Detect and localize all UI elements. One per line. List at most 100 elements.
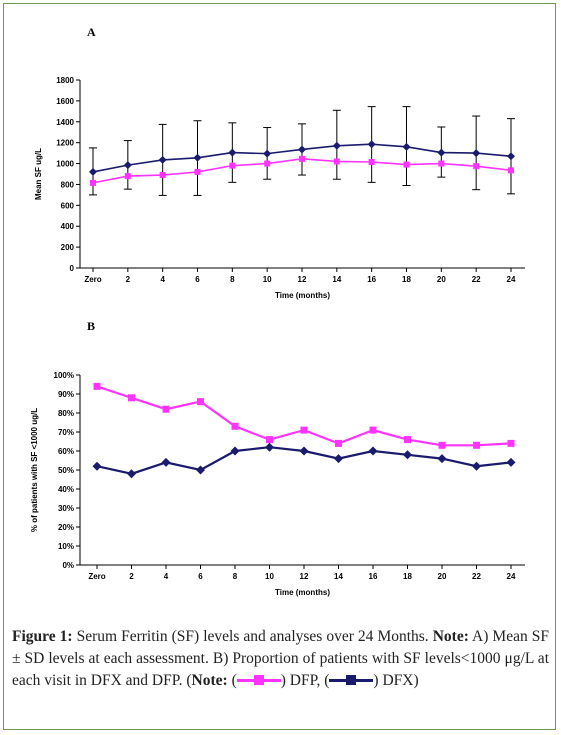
- caption-legend-dfp: ) DFP, (: [280, 672, 330, 689]
- y-tick-label: 100%: [54, 371, 74, 380]
- data-point-dfx: [367, 140, 376, 149]
- y-tick-label: 800: [61, 180, 75, 189]
- x-tick-label: Zero: [88, 572, 105, 581]
- data-point-dfx: [161, 457, 171, 467]
- y-tick-label: 200: [61, 243, 75, 252]
- x-tick-label: 4: [164, 572, 169, 581]
- legend-dfp-swatch: [236, 674, 281, 686]
- x-tick-label: 24: [507, 572, 516, 581]
- data-point-dfp: [197, 398, 204, 406]
- legend-dfx-swatch: [329, 674, 374, 686]
- data-point-dfp: [404, 436, 411, 444]
- y-tick-label: 1200: [56, 139, 74, 148]
- data-point-dfp: [300, 426, 308, 434]
- data-point-dfx: [507, 152, 515, 161]
- y-tick-label: 10%: [58, 542, 74, 551]
- data-point-dfp: [231, 422, 239, 430]
- data-point-dfp: [333, 158, 340, 165]
- data-point-dfp: [159, 172, 166, 179]
- legend-dfx-marker: [346, 675, 357, 685]
- x-axis-label: Time (months): [275, 588, 330, 597]
- data-point-dfp: [508, 167, 514, 174]
- panel-label-a: A: [87, 25, 96, 39]
- figure-frame: [3, 3, 556, 730]
- y-tick-label: 1600: [56, 97, 74, 106]
- data-point-dfp: [90, 179, 96, 186]
- x-tick-label: 20: [438, 572, 447, 581]
- x-tick-label: 12: [300, 572, 309, 581]
- data-point-dfp: [194, 168, 201, 175]
- y-tick-label: 80%: [58, 409, 74, 418]
- data-point-dfx: [437, 148, 446, 157]
- data-point-dfp: [473, 441, 480, 449]
- data-point-dfp: [438, 441, 446, 449]
- data-point-dfp: [266, 436, 273, 444]
- data-point-dfp: [264, 160, 271, 167]
- x-tick-label: 8: [230, 275, 235, 284]
- x-tick-label: 6: [195, 275, 200, 284]
- x-tick-label: 14: [334, 572, 343, 581]
- data-point-dfx: [92, 461, 102, 471]
- data-point-dfx: [89, 167, 97, 176]
- caption-figure-label: Figure 1:: [12, 628, 73, 645]
- x-tick-label: 16: [369, 572, 378, 581]
- y-tick-label: 60%: [58, 447, 74, 456]
- data-point-dfp: [299, 155, 305, 162]
- x-tick-label: 14: [332, 275, 341, 284]
- data-point-dfp: [229, 162, 236, 169]
- y-tick-label: 1000: [56, 160, 74, 169]
- data-point-dfx: [403, 450, 412, 460]
- y-tick-label: 0%: [62, 561, 74, 570]
- data-point-dfx: [368, 446, 378, 456]
- x-tick-label: 24: [507, 275, 516, 284]
- x-tick-label: 22: [472, 572, 481, 581]
- figure-charts: A 0 200 400 600 800 1000 1200 1400 1600 1800 Zero 2…: [30, 25, 525, 597]
- y-tick-label: 40%: [58, 485, 74, 494]
- series-line-dfp: [96, 385, 512, 447]
- y-tick-label: 600: [61, 201, 75, 210]
- caption-note-label: Note:: [432, 628, 469, 645]
- data-point-dfp: [128, 394, 135, 402]
- data-point-dfp: [473, 163, 480, 170]
- caption-legend-dfx: ) DFX): [373, 672, 419, 689]
- chart-b: 0%10%20%30%40%50%60%70%80%90%100%Zero 2 4 6…: [30, 371, 525, 597]
- data-point-dfx: [437, 454, 447, 464]
- data-point-dfx: [298, 145, 306, 154]
- x-tick-label: 4: [160, 275, 165, 284]
- y-tick-label: 20%: [58, 523, 74, 532]
- x-tick-label: 18: [403, 572, 412, 581]
- data-point-dfx: [263, 149, 272, 158]
- x-tick-label: 10: [263, 275, 272, 284]
- y-tick-label: 400: [61, 222, 75, 231]
- data-point-dfx: [196, 465, 205, 475]
- caption-note-text: A) Mean SF ± SD levels at each assessmen…: [12, 628, 549, 689]
- data-point-dfp: [368, 158, 375, 165]
- data-point-dfx: [472, 461, 481, 471]
- x-tick-label: 20: [437, 275, 446, 284]
- data-point-dfp: [124, 173, 131, 180]
- y-tick-label: 1800: [56, 76, 74, 85]
- data-point-dfp: [93, 382, 101, 390]
- data-point-dfx: [506, 457, 516, 467]
- y-tick-label: 1400: [56, 118, 74, 127]
- x-tick-label: 8: [233, 572, 238, 581]
- data-point-dfx: [472, 149, 481, 158]
- data-point-dfx: [265, 442, 274, 452]
- x-tick-label: 18: [402, 275, 411, 284]
- x-tick-label: 16: [367, 275, 376, 284]
- x-tick-label: 2: [126, 275, 131, 284]
- caption-figure-text: Serum Ferritin (SF) levels and analyses …: [72, 628, 433, 645]
- data-point-dfx: [334, 454, 343, 464]
- x-axis-label: Time (months): [275, 291, 330, 300]
- data-point-dfp: [507, 439, 515, 447]
- data-point-dfx: [127, 469, 136, 479]
- x-tick-label: 12: [298, 275, 307, 284]
- x-tick-label: Zero: [84, 275, 101, 284]
- x-tick-label: 6: [198, 572, 203, 581]
- legend-dfp-marker: [253, 675, 264, 685]
- y-tick-label: 90%: [58, 390, 74, 399]
- data-point-dfx: [123, 161, 132, 170]
- data-point-dfx: [402, 142, 411, 151]
- caption-note2-label: Note:: [191, 672, 228, 689]
